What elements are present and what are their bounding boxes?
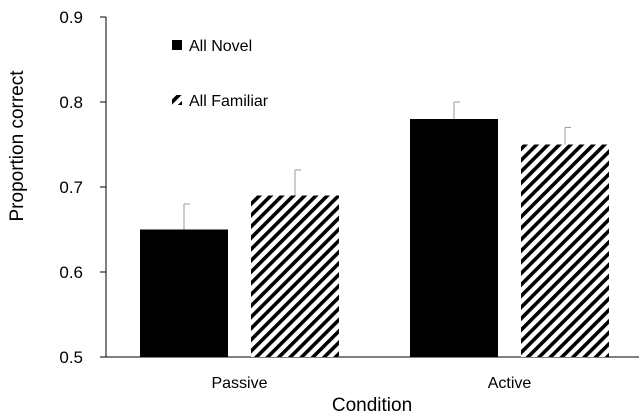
bar-all-novel-active (410, 119, 498, 357)
y-tick-label: 0.6 (59, 263, 83, 282)
y-axis-title: Proportion correct (7, 70, 28, 222)
legend-label-all-familiar: All Familiar (189, 93, 269, 110)
bar-all-familiar-passive (251, 195, 339, 357)
y-tick-label: 0.5 (59, 348, 83, 367)
y-tick-label: 0.9 (59, 8, 83, 27)
bar-all-familiar-active (521, 144, 609, 357)
error-bars (183, 101, 571, 230)
category-labels: Passive Active (211, 375, 531, 392)
bar-all-novel-passive (140, 229, 228, 357)
y-tick-label: 0.7 (59, 178, 83, 197)
x-category-label-passive: Passive (211, 375, 267, 392)
bars (140, 119, 609, 357)
x-axis-title: Condition (332, 395, 412, 416)
legend-label-all-novel: All Novel (189, 38, 252, 55)
legend-swatch-all-novel (172, 40, 182, 50)
x-category-label-active: Active (488, 375, 532, 392)
legend-swatch-all-familiar (172, 95, 182, 105)
legend: All Novel All Familiar (172, 38, 269, 110)
y-ticks: 0.5 0.6 0.7 0.8 0.9 (59, 8, 106, 367)
y-tick-label: 0.8 (59, 93, 83, 112)
